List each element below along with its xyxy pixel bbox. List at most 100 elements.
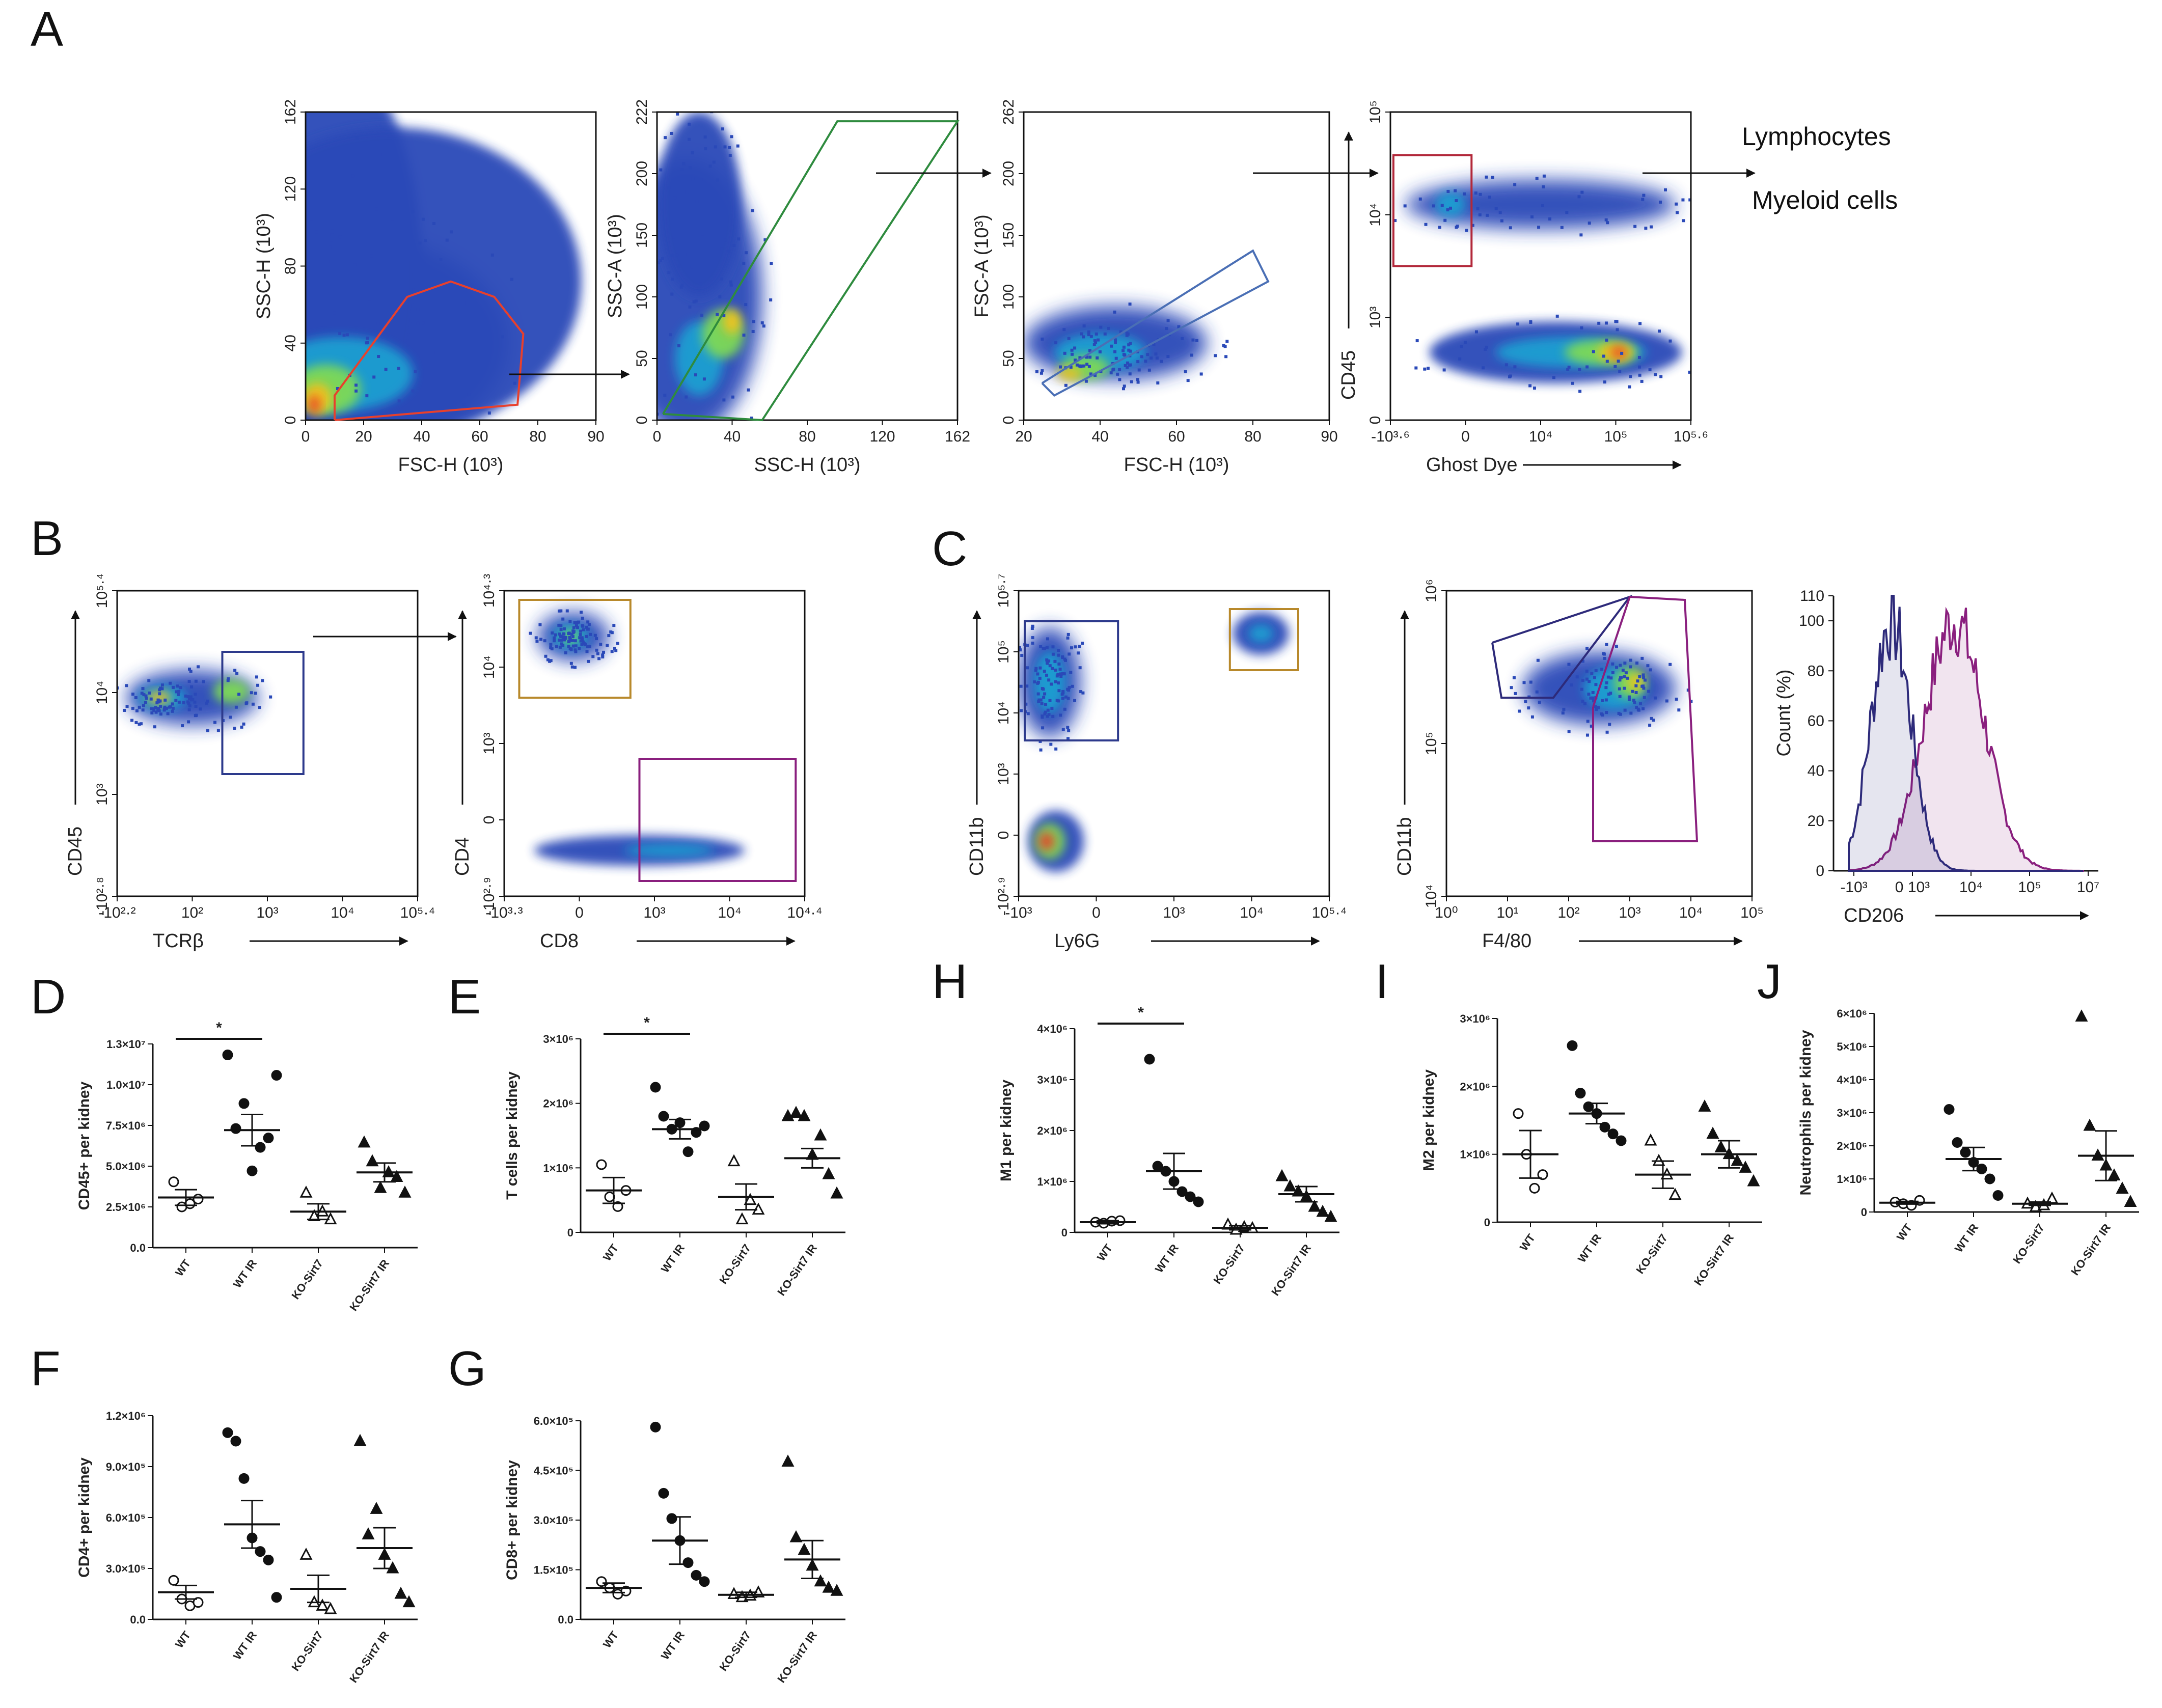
event-dot	[1440, 204, 1444, 207]
event-dot	[187, 702, 190, 705]
y-tick-label: 0.0	[558, 1613, 573, 1626]
event-dot	[184, 694, 187, 698]
event-dot	[188, 667, 191, 671]
x-axis-title: F4/80	[1482, 930, 1531, 952]
event-dot	[191, 698, 195, 701]
event-dot	[147, 679, 151, 682]
data-point	[1275, 1169, 1289, 1181]
x-tick-label: 10⁴	[1959, 879, 1983, 896]
event-dot	[177, 690, 181, 693]
event-dot	[1011, 347, 1015, 350]
event-dot	[1593, 676, 1596, 679]
event-dot	[568, 620, 572, 623]
event-dot	[413, 243, 416, 246]
event-dot	[181, 724, 184, 728]
event-dot	[487, 411, 491, 415]
data-point	[1984, 1173, 1995, 1184]
event-dot	[1109, 371, 1113, 375]
event-dot	[1184, 370, 1187, 373]
event-dot	[332, 68, 335, 71]
x-tick-label: KO-Sirt7	[717, 1242, 753, 1286]
event-dot	[1046, 708, 1050, 712]
event-dot	[158, 688, 161, 692]
x-tick-label: 10⁴	[1529, 428, 1552, 445]
event-dot	[1676, 211, 1679, 214]
event-dot	[1054, 680, 1057, 683]
histogram-trace-cd206	[1848, 607, 2084, 872]
event-dot	[728, 154, 732, 157]
event-dot	[1455, 226, 1458, 229]
event-dot	[1619, 664, 1622, 667]
event-dot	[581, 638, 584, 641]
density-cloud	[529, 609, 745, 866]
event-dot	[722, 314, 726, 317]
significance-star: *	[1138, 1004, 1144, 1021]
panel-label-e: E	[448, 970, 481, 1024]
event-dot	[1578, 368, 1581, 371]
event-dot	[354, 389, 358, 393]
event-dot	[1686, 688, 1690, 692]
y-tick-label: 6×10⁶	[1837, 1007, 1867, 1020]
event-dot	[353, 263, 357, 267]
event-dot	[1127, 343, 1131, 347]
event-dot	[123, 708, 126, 712]
y-tick-label: -10²·⁸	[94, 877, 111, 916]
event-dot	[351, 174, 355, 178]
event-dot	[310, 217, 313, 221]
event-dot	[462, 301, 466, 305]
x-tick-label: 10⁵·⁶	[1674, 428, 1708, 445]
x-tick-label: WT IR	[231, 1629, 259, 1662]
panel-label-d: D	[31, 970, 66, 1024]
event-dot	[416, 321, 420, 325]
event-dot	[752, 320, 755, 323]
event-dot	[1064, 695, 1068, 699]
event-dot	[159, 705, 162, 708]
y-tick-label: 0.0	[130, 1613, 146, 1626]
event-dot	[1039, 645, 1043, 648]
density-cloud	[1510, 643, 1693, 737]
event-dot	[449, 393, 452, 396]
event-dot	[250, 325, 253, 328]
event-dot	[1591, 696, 1595, 700]
event-dot	[690, 265, 694, 269]
event-dot	[1634, 691, 1638, 694]
event-dot	[1605, 711, 1608, 714]
event-dot	[483, 290, 487, 294]
event-dot	[595, 648, 598, 652]
event-dot	[166, 306, 169, 309]
event-dot	[187, 708, 191, 711]
event-dot	[375, 207, 378, 211]
event-dot	[194, 679, 198, 683]
event-dot	[1624, 671, 1628, 675]
event-dot	[397, 367, 400, 370]
event-dot	[150, 711, 154, 714]
event-dot	[589, 632, 592, 636]
event-dot	[675, 456, 678, 459]
event-dot	[1601, 699, 1604, 702]
event-dot	[1516, 322, 1520, 326]
event-dot	[365, 394, 369, 398]
event-dot	[570, 665, 574, 669]
event-dot	[1423, 367, 1427, 371]
event-dot	[1608, 723, 1611, 726]
event-dot	[769, 298, 773, 301]
event-dot	[1127, 348, 1131, 352]
event-dot	[1066, 636, 1070, 640]
event-dot	[744, 303, 748, 307]
y-tick-label: 0	[567, 1226, 573, 1239]
event-dot	[698, 180, 701, 183]
event-dot	[1524, 700, 1527, 703]
event-dot	[1053, 659, 1057, 663]
data-point	[612, 1201, 623, 1212]
event-dot	[599, 643, 603, 646]
event-dot	[337, 105, 340, 108]
event-dot	[467, 393, 471, 396]
y-axis-title: CD11b	[1394, 817, 1415, 876]
event-dot	[1448, 206, 1452, 210]
event-dot	[1513, 183, 1517, 186]
data-point	[398, 1186, 412, 1198]
y-axis-title: T cells per kidney	[504, 1071, 521, 1200]
event-dot	[1567, 663, 1571, 666]
event-dot	[612, 624, 616, 627]
event-dot	[664, 136, 667, 140]
